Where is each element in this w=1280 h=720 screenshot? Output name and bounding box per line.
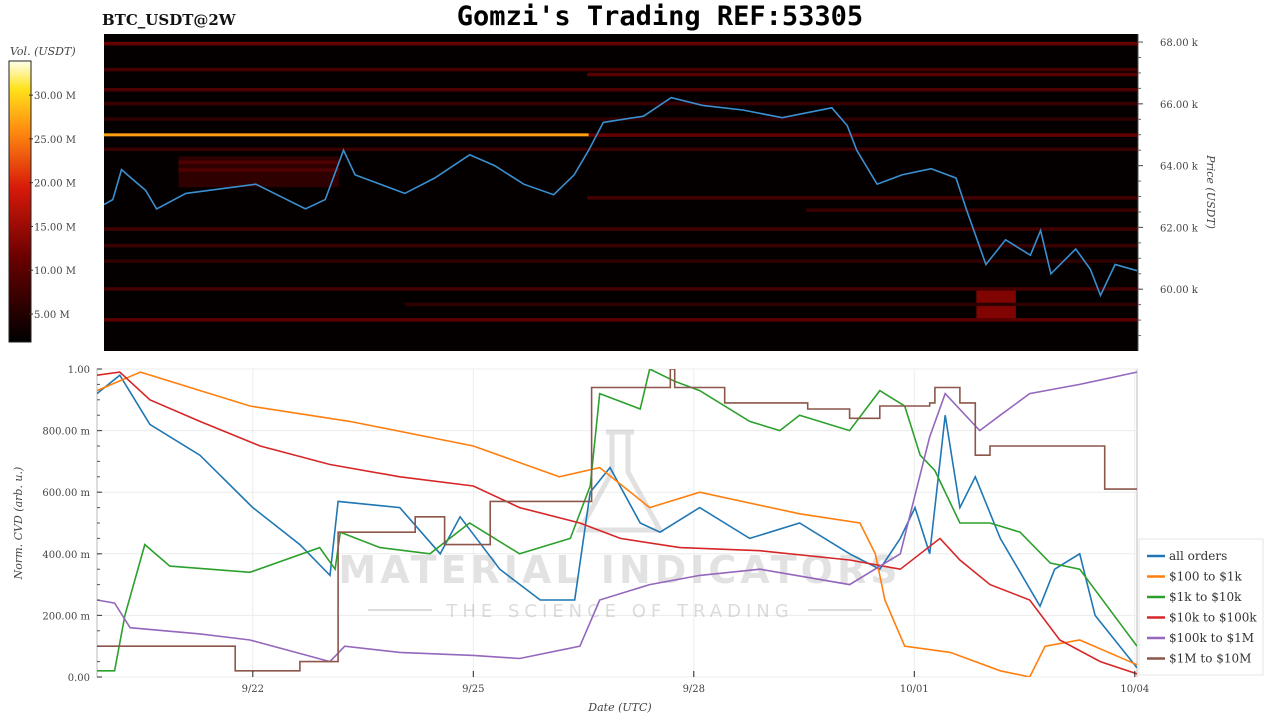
colorbar-tick-label: 15.00 M <box>34 222 76 233</box>
legend-label: $100 to $1k <box>1169 570 1242 584</box>
colorbar-label: Vol. (USDT) <box>10 45 76 58</box>
heatmap-band <box>104 227 1137 231</box>
heatmap-band <box>104 87 1137 92</box>
heatmap-band <box>404 302 1138 307</box>
y-tick-label: 1.00 <box>68 365 90 376</box>
heatmap-band <box>104 133 589 137</box>
y-tick-label: 800.00 m <box>42 427 90 438</box>
legend-items: all orders $100 to $1k $1k to $10k $10k to … <box>1147 549 1257 666</box>
watermark: MATERIAL INDICATORS THE SCIENCE OF TRADI… <box>338 429 901 622</box>
heatmap-band <box>178 160 340 165</box>
heatmap-band <box>104 67 1137 72</box>
heatmap-band <box>104 147 1137 152</box>
price-axis-label: Price (USDT) <box>1204 154 1217 229</box>
colorbar-tick-label: 30.00 M <box>34 91 76 102</box>
series-line-4 <box>97 371 1137 663</box>
heatmap-band <box>587 72 1137 77</box>
heatmap-background <box>104 34 1138 351</box>
colorbar <box>8 60 32 343</box>
cvd-x-ticks: 9/22 9/25 9/28 10/01 10/04 <box>242 671 1149 695</box>
cvd-y-ticks: 0.00 200.00 m 400.00 m 600.00 m 800.00 m 1.00 <box>42 365 102 684</box>
heatmap-band <box>104 287 1137 291</box>
colorbar-tick-label: 20.00 M <box>34 179 76 190</box>
colorbar-ticks: 5.00 M 10.00 M 15.00 M 20.00 M 25.00 M 30.00 … <box>29 91 76 321</box>
price-tick-label: 68.00 k <box>1160 38 1199 49</box>
colorbar-tick-label: 5.00 M <box>34 310 70 321</box>
chart-title: Gomzi's Trading REF:53305 <box>457 1 863 32</box>
y-tick-label: 0.00 <box>68 673 90 684</box>
price-tick-label: 62.00 k <box>1160 223 1199 234</box>
series-line-1 <box>97 371 1137 677</box>
x-tick-label: 9/28 <box>683 684 705 695</box>
legend-label: $10k to $100k <box>1169 611 1257 625</box>
heatmap-band <box>806 208 1137 212</box>
cvd-series <box>97 369 1137 677</box>
price-tick-label: 60.00 k <box>1160 285 1199 296</box>
x-tick-label: 10/04 <box>1120 684 1149 695</box>
legend-label: all orders <box>1169 549 1227 563</box>
heatmap-band <box>588 133 1137 137</box>
heatmap-band <box>104 101 1137 106</box>
price-line <box>104 96 1138 298</box>
series-line-5 <box>97 369 1137 672</box>
x-tick-label: 10/01 <box>900 684 929 695</box>
series-line-0 <box>97 374 1137 669</box>
series-line-3 <box>97 371 1137 675</box>
price-tick-label: 64.00 k <box>1160 162 1199 173</box>
x-tick-label: 9/25 <box>462 684 484 695</box>
series-line-2 <box>97 369 1137 672</box>
y-tick-label: 200.00 m <box>42 611 90 622</box>
heatmap-band <box>104 243 1137 248</box>
symbol-label: BTC_USDT@2W <box>102 11 237 29</box>
heatmap-band <box>104 41 1137 46</box>
flask-logo-icon <box>575 429 665 533</box>
cvd-x-axis-label: Date (UTC) <box>587 701 651 714</box>
watermark-title: MATERIAL INDICATORS <box>338 548 901 592</box>
price-tick-label: 66.00 k <box>1160 100 1199 111</box>
heatmap-bands <box>104 41 1138 322</box>
cvd-grid <box>97 368 1137 678</box>
heatmap-band <box>178 168 340 172</box>
cvd-y-axis-label: Norm. CVD (arb. u.) <box>12 467 25 581</box>
watermark-subtitle: THE SCIENCE OF TRADING <box>445 601 793 622</box>
y-tick-label: 600.00 m <box>42 488 90 499</box>
legend <box>1138 538 1264 676</box>
colorbar-tick-label: 10.00 M <box>34 266 76 277</box>
legend-label: $1M to $10M <box>1169 652 1251 666</box>
heatmap-band <box>104 259 1137 263</box>
heatmap-band <box>587 196 1137 200</box>
y-tick-label: 400.00 m <box>42 550 90 561</box>
colorbar-tick-label: 25.00 M <box>34 135 76 146</box>
heatmap-band <box>104 318 1137 322</box>
legend-label: $100k to $1M <box>1169 631 1254 645</box>
price-axis-ticks: 60.00 k 62.00 k 64.00 k 66.00 k 68.00 k <box>1138 38 1199 337</box>
x-tick-label: 9/22 <box>242 684 264 695</box>
legend-label: $1k to $10k <box>1169 590 1242 604</box>
